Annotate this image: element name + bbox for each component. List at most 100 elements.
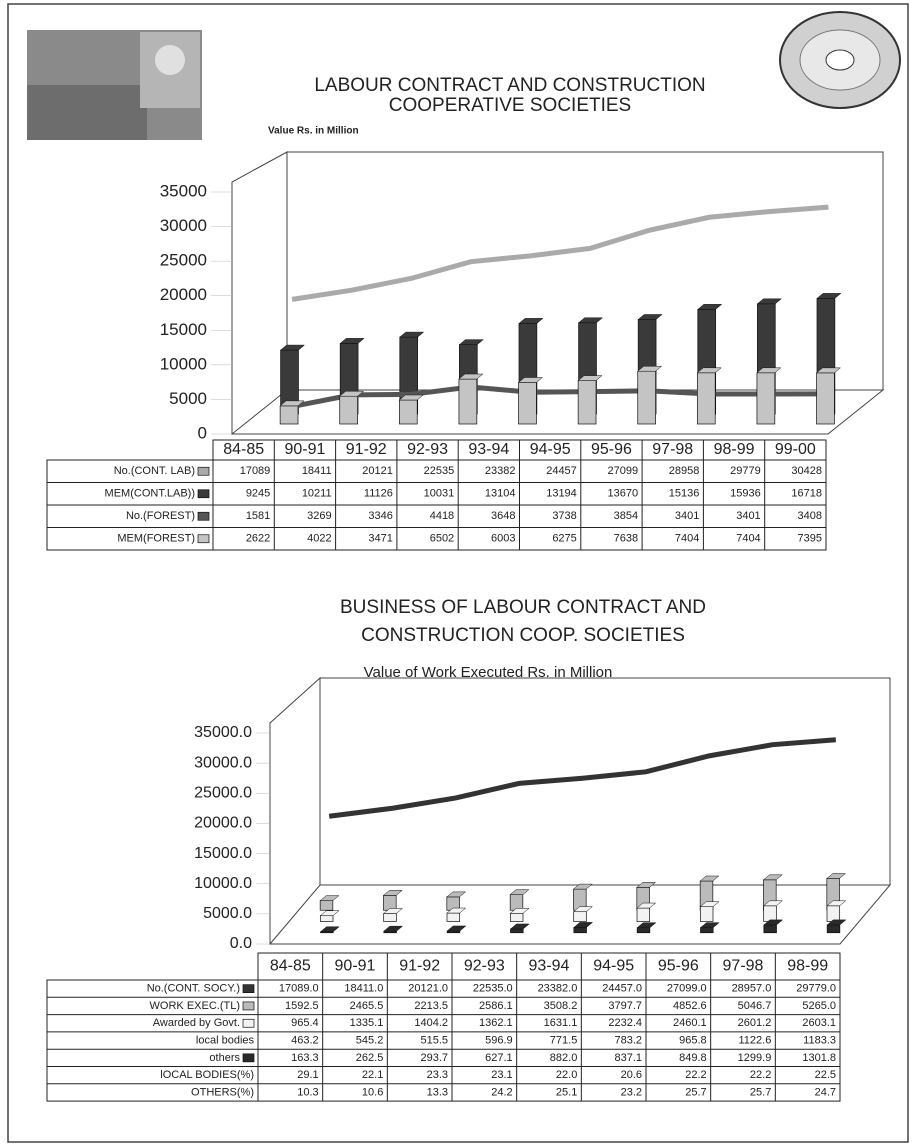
legend-swatch bbox=[197, 489, 210, 499]
table-cell: 1404.2 bbox=[414, 1017, 448, 1029]
table-cell: 3401 bbox=[736, 510, 760, 522]
bar-top bbox=[319, 895, 340, 901]
bar-top bbox=[577, 317, 604, 324]
table-cell: 30428 bbox=[791, 465, 822, 477]
table-cell: 7404 bbox=[675, 533, 699, 545]
bar bbox=[826, 905, 841, 922]
table-cell: 882.0 bbox=[550, 1052, 578, 1064]
photo bbox=[27, 30, 202, 140]
table-cell: 6502 bbox=[430, 533, 454, 545]
table-cell: 1631.1 bbox=[544, 1017, 578, 1029]
bar-top bbox=[826, 873, 847, 879]
cd-icon bbox=[779, 11, 901, 109]
chart-subtitle: Value Rs. in Million bbox=[268, 126, 359, 137]
table-cell: 22.5 bbox=[815, 1069, 836, 1081]
legend-label: No.(CONT. LAB) bbox=[114, 465, 195, 477]
line bbox=[328, 737, 837, 819]
table-cell: 2213.5 bbox=[414, 1000, 448, 1012]
legend-swatch bbox=[242, 1001, 255, 1011]
table-cell: 2465.5 bbox=[350, 1000, 384, 1012]
bar-top bbox=[826, 919, 847, 926]
table-cell: 515.5 bbox=[420, 1034, 448, 1046]
bar-top bbox=[637, 314, 663, 320]
table-cell: 3471 bbox=[368, 533, 392, 545]
legend-swatch bbox=[242, 984, 255, 994]
y-tick-label: 5000.0 bbox=[203, 905, 252, 922]
bar bbox=[573, 911, 587, 922]
bar-top bbox=[815, 367, 842, 374]
table-cell: 849.8 bbox=[679, 1052, 707, 1064]
table-cell: 1122.6 bbox=[739, 1034, 772, 1046]
bar-top bbox=[816, 293, 842, 299]
category-label: 84-85 bbox=[223, 441, 264, 458]
side-wall bbox=[231, 151, 288, 434]
table-cell: 10.6 bbox=[362, 1086, 383, 1098]
bar-top bbox=[572, 883, 593, 890]
table-cell: 13104 bbox=[485, 488, 516, 500]
bar-top bbox=[572, 906, 594, 912]
table-cell: 2601.2 bbox=[738, 1017, 772, 1029]
y-tick-label: 30000 bbox=[160, 216, 207, 235]
category-label: 98-99 bbox=[787, 958, 828, 975]
bar-top bbox=[756, 367, 782, 374]
table-cell: 23382.0 bbox=[538, 983, 578, 995]
legend-label: OTHERS(%) bbox=[191, 1086, 254, 1098]
bar-top bbox=[763, 919, 784, 926]
bar-top bbox=[636, 882, 657, 888]
table-cell: 2622 bbox=[246, 533, 270, 545]
line bbox=[291, 384, 829, 410]
legend-label: WORK EXEC.(TL) bbox=[150, 1000, 240, 1012]
y-tick-label: 25000.0 bbox=[194, 785, 252, 802]
page-border bbox=[7, 3, 909, 1143]
table-cell: 25.7 bbox=[750, 1086, 771, 1098]
side-wall bbox=[269, 676, 321, 944]
table-cell: 29.1 bbox=[297, 1069, 318, 1081]
y-tick-label: 30000.0 bbox=[194, 754, 252, 771]
bar-top bbox=[339, 338, 365, 344]
table-cell: 2460.1 bbox=[673, 1017, 707, 1029]
bar bbox=[573, 927, 587, 934]
table-cell: 22535 bbox=[424, 465, 455, 477]
category-label: 98-99 bbox=[714, 441, 755, 458]
table-cell: 1301.8 bbox=[802, 1052, 836, 1064]
table-cell: 837.1 bbox=[614, 1052, 642, 1064]
table-cell: 20121.0 bbox=[408, 983, 448, 995]
bar-top bbox=[636, 922, 657, 928]
table-cell: 13194 bbox=[546, 488, 577, 500]
table-cell: 23.1 bbox=[491, 1069, 512, 1081]
bar-top bbox=[383, 925, 404, 932]
table-cell: 25.7 bbox=[685, 1086, 706, 1098]
y-tick-label: 10000 bbox=[160, 354, 207, 373]
y-tick-label: 20000 bbox=[160, 285, 207, 304]
category-label: 92-93 bbox=[464, 958, 505, 975]
bar bbox=[826, 924, 841, 934]
category-label: 90-91 bbox=[335, 958, 376, 975]
table-cell: 2586.1 bbox=[479, 1000, 513, 1012]
bar-top bbox=[279, 344, 306, 351]
table-cell: 3797.7 bbox=[608, 1000, 642, 1012]
legend-swatch bbox=[242, 1053, 255, 1063]
table-cell: 3738 bbox=[552, 510, 576, 522]
bar bbox=[637, 370, 656, 425]
table-cell: 783.2 bbox=[614, 1034, 642, 1046]
category-label: 94-95 bbox=[530, 441, 571, 458]
legend-label: MEM(CONT.LAB)) bbox=[105, 488, 195, 500]
legend-label: local bodies bbox=[196, 1034, 255, 1046]
category-label: 91-92 bbox=[399, 958, 440, 975]
y-tick-label: 15000 bbox=[160, 320, 207, 339]
bar bbox=[700, 927, 714, 934]
bar-top bbox=[458, 373, 484, 380]
table-cell: 24457 bbox=[546, 465, 577, 477]
table-cell: 545.2 bbox=[356, 1034, 384, 1046]
y-tick-label: 35000 bbox=[160, 181, 207, 200]
table-cell: 23.3 bbox=[427, 1069, 448, 1081]
bar bbox=[696, 372, 716, 425]
bar bbox=[319, 900, 334, 911]
category-label: 95-96 bbox=[658, 958, 699, 975]
bar bbox=[446, 912, 461, 922]
bar bbox=[699, 906, 714, 922]
bar-top bbox=[382, 890, 403, 896]
bar-top bbox=[509, 923, 530, 930]
line bbox=[291, 204, 829, 302]
legend-label: No.(FOREST) bbox=[126, 510, 195, 522]
